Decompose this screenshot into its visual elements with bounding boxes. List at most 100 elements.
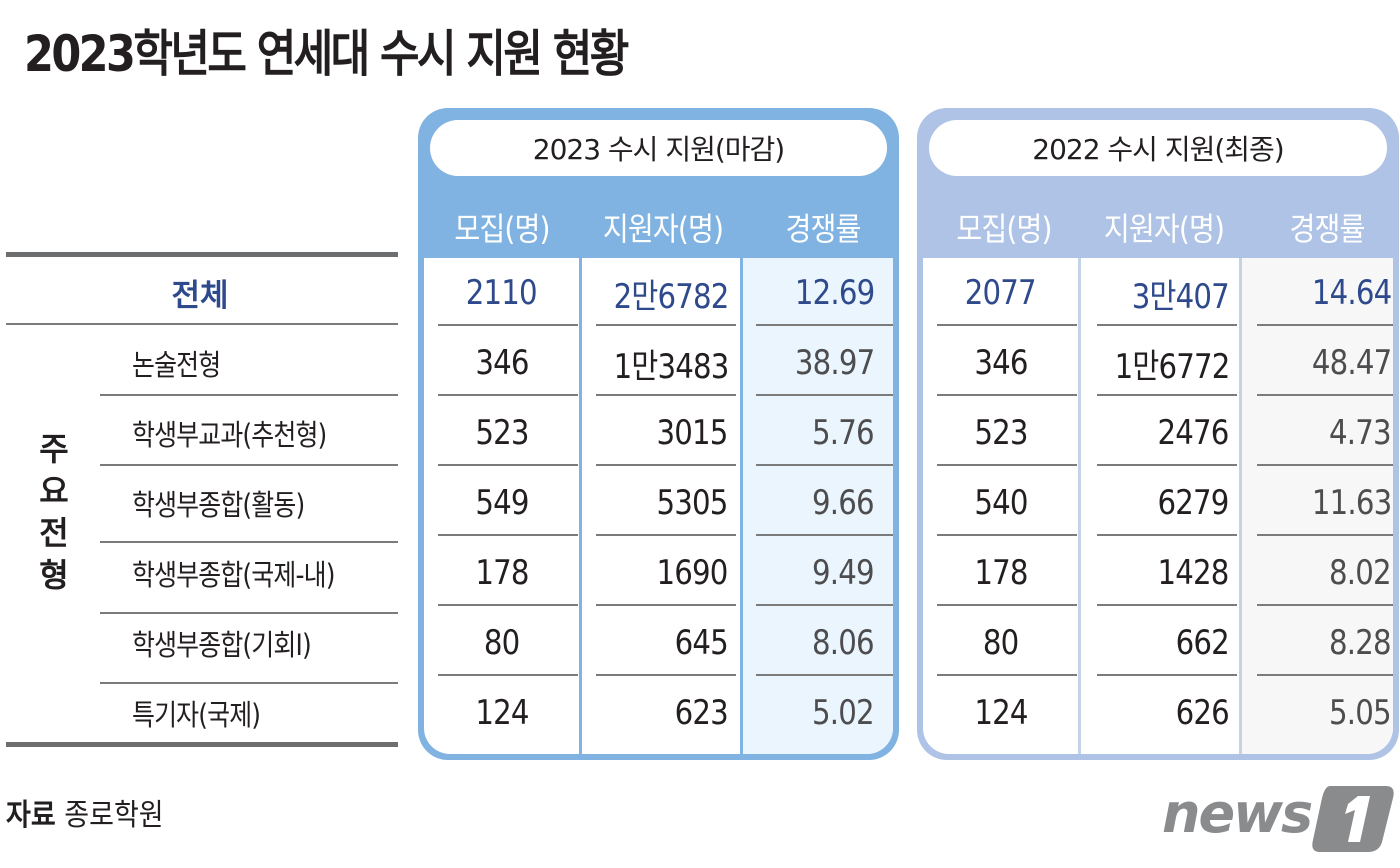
cell-recruit: 540 [973, 483, 1028, 523]
cell-ratio: 14.64 [1311, 273, 1392, 313]
cell-ratio: 12.69 [794, 273, 875, 313]
row-divider [937, 674, 1077, 676]
row-label: 특기자(국제) [132, 698, 261, 732]
cell-applicants: 3만407 [1131, 276, 1230, 317]
cell-recruit: 523 [973, 413, 1028, 453]
row-divider [1097, 604, 1237, 606]
row-label-total: 전체 [171, 278, 229, 314]
row-divider [1097, 324, 1237, 326]
row-divider [1257, 604, 1393, 606]
cell-applicants: 1만6772 [1114, 346, 1230, 387]
row-divider [756, 464, 893, 466]
cell-ratio: 5.76 [812, 413, 875, 453]
row-label: 학생부종합(기회I) [132, 628, 312, 662]
cell-recruit: 549 [474, 483, 529, 523]
row-divider [596, 324, 736, 326]
row-divider [438, 464, 578, 466]
row-divider [1257, 534, 1393, 536]
cell-applicants: 2만6782 [613, 276, 729, 317]
cell-recruit: 346 [474, 343, 529, 383]
header-rule-bottom [6, 742, 398, 747]
row-divider [937, 604, 1077, 606]
row-divider [100, 541, 398, 543]
cell-ratio: 8.06 [812, 623, 875, 663]
row-group-label: 주 요 전 형 [39, 430, 69, 594]
row-divider [1097, 534, 1237, 536]
panel-2023: 2023 수시 지원(마감) 모집(명) 지원자(명) 경쟁률 2110 2만6… [418, 108, 899, 760]
row-divider [6, 323, 398, 325]
column-header-recruit: 모집(명) [956, 210, 1052, 248]
cell-recruit: 178 [973, 553, 1028, 593]
table-body: 2077 3만407 14.64 346 1만6772 48.47 523 24… [923, 258, 1393, 754]
column-header-applicants: 지원자(명) [602, 210, 724, 248]
column-header-recruit: 모집(명) [454, 210, 550, 248]
cell-ratio: 38.97 [794, 343, 875, 383]
cell-ratio: 48.47 [1311, 343, 1392, 383]
row-divider [100, 682, 398, 684]
svg-text:news: news [1162, 782, 1312, 845]
column-headers: 모집(명) 지원자(명) 경쟁률 [917, 204, 1399, 260]
header-rule-top [6, 252, 398, 257]
cell-applicants: 645 [674, 623, 729, 663]
row-divider [937, 324, 1077, 326]
row-divider [937, 534, 1077, 536]
column-headers: 모집(명) 지원자(명) 경쟁률 [418, 204, 899, 260]
cell-applicants: 5305 [657, 483, 729, 523]
row-divider [1257, 464, 1393, 466]
row-divider [438, 394, 578, 396]
cell-ratio: 5.05 [1329, 693, 1392, 733]
cell-applicants: 1만3483 [613, 346, 729, 387]
column-divider [579, 258, 582, 754]
row-divider [1257, 674, 1393, 676]
row-label: 학생부종합(활동) [132, 488, 305, 522]
row-divider [100, 394, 398, 396]
row-divider [756, 604, 893, 606]
cell-ratio: 5.02 [812, 693, 875, 733]
ratio-column-shade [740, 258, 893, 754]
row-divider [756, 534, 893, 536]
cell-applicants: 662 [1175, 623, 1230, 663]
cell-recruit: 80 [483, 623, 520, 663]
row-divider [596, 604, 736, 606]
row-divider [1097, 674, 1237, 676]
row-divider [1097, 464, 1237, 466]
panel-header: 2022 수시 지원(최종) [929, 120, 1387, 176]
cell-applicants: 623 [674, 693, 729, 733]
cell-recruit: 523 [474, 413, 529, 453]
row-label: 논술전형 [132, 348, 221, 382]
row-divider [438, 604, 578, 606]
row-divider [756, 674, 893, 676]
row-label: 학생부종합(국제-내) [132, 558, 335, 592]
column-header-ratio: 경쟁률 [1289, 210, 1365, 248]
cell-applicants: 3015 [657, 413, 729, 453]
cell-recruit: 124 [973, 693, 1028, 733]
cell-applicants: 2476 [1158, 413, 1230, 453]
row-divider [438, 674, 578, 676]
row-divider [596, 394, 736, 396]
page-title: 2023학년도 연세대 수시 지원 현황 [24, 25, 629, 83]
cell-ratio: 9.66 [812, 483, 875, 523]
cell-recruit: 124 [474, 693, 529, 733]
row-divider [438, 324, 578, 326]
row-divider [1097, 394, 1237, 396]
column-header-applicants: 지원자(명) [1103, 210, 1225, 248]
row-divider [937, 464, 1077, 466]
cell-ratio: 9.49 [812, 553, 875, 593]
ratio-column-shade [1239, 258, 1393, 754]
cell-recruit: 346 [973, 343, 1028, 383]
cell-recruit: 178 [474, 553, 529, 593]
cell-recruit: 2077 [965, 273, 1037, 313]
row-label: 학생부교과(추천형) [132, 418, 327, 452]
table-body: 2110 2만6782 12.69 346 1만3483 38.97 523 3… [424, 258, 893, 754]
cell-applicants: 626 [1175, 693, 1230, 733]
cell-recruit: 80 [982, 623, 1019, 663]
row-divider [100, 612, 398, 614]
cell-ratio: 8.02 [1329, 553, 1392, 593]
row-divider [596, 534, 736, 536]
row-divider [596, 464, 736, 466]
cell-ratio: 8.28 [1329, 623, 1392, 663]
row-divider [1257, 324, 1393, 326]
cell-applicants: 6279 [1158, 483, 1230, 523]
row-divider [100, 464, 398, 466]
cell-applicants: 1428 [1158, 553, 1230, 593]
